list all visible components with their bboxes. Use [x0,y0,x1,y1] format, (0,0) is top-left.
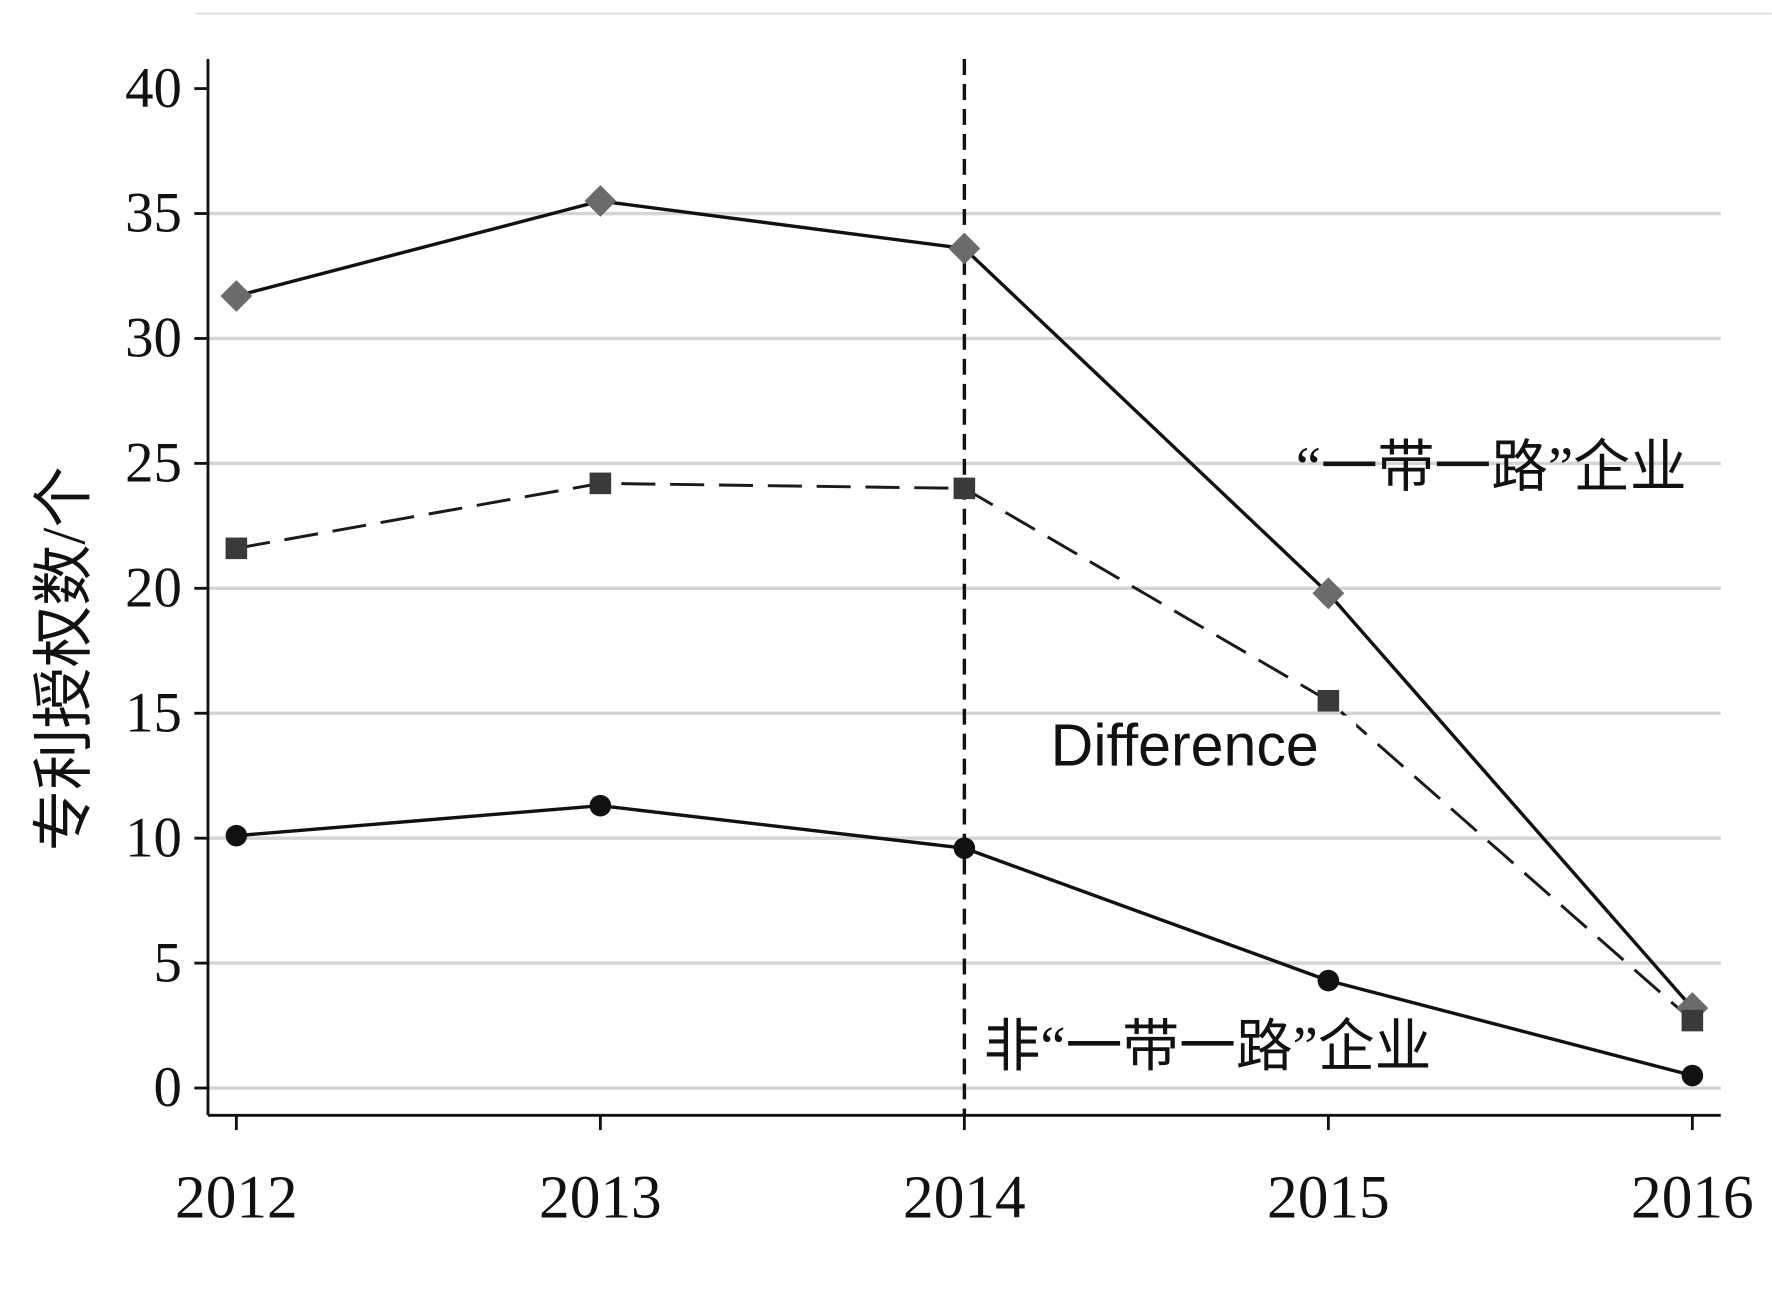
data-point-circle [1317,969,1340,992]
data-point-square [589,472,612,495]
data-point-circle [589,794,612,817]
data-point-square [1681,1009,1704,1032]
y-tick-label: 5 [153,931,181,994]
y-tick-label: 15 [125,681,182,744]
data-point-circle [1681,1064,1704,1087]
x-tick-label: 2012 [175,1163,298,1231]
data-point-square [1317,689,1340,712]
data-point-diamond [584,185,617,217]
y-tick-label: 30 [125,307,182,370]
data-point-circle [953,837,976,859]
y-axis-title: 专利授权数/个 [31,466,99,851]
y-tick-label: 40 [125,57,182,120]
y-tick-label: 25 [125,432,182,495]
x-tick-label: 2013 [539,1163,662,1231]
series-group [220,185,1709,1087]
data-point-circle [225,824,248,847]
x-tick-label: 2014 [903,1163,1026,1231]
difference-label-background [1042,715,1357,777]
data-point-square [225,537,248,560]
series-label-belt-road-firms: “一带一路”企业 [1296,436,1687,499]
y-tick-label: 35 [125,182,182,245]
y-tick-label: 0 [153,1056,181,1119]
data-point-diamond [220,280,253,312]
series-label-non-belt-road-firms: 非“一带一路”企业 [984,1015,1432,1078]
y-tick-label: 10 [125,806,182,869]
axes: 0 5 10 15 20 25 30 35 40 2012 2013 2014 2015 2016 [125,57,1754,1232]
series-label-difference: Difference [1051,712,1319,778]
y-tick-label: 20 [125,556,182,619]
x-tick-label: 2015 [1267,1163,1390,1231]
data-point-square [953,477,976,500]
x-tick-label: 2016 [1631,1163,1754,1231]
data-point-diamond [948,232,981,265]
